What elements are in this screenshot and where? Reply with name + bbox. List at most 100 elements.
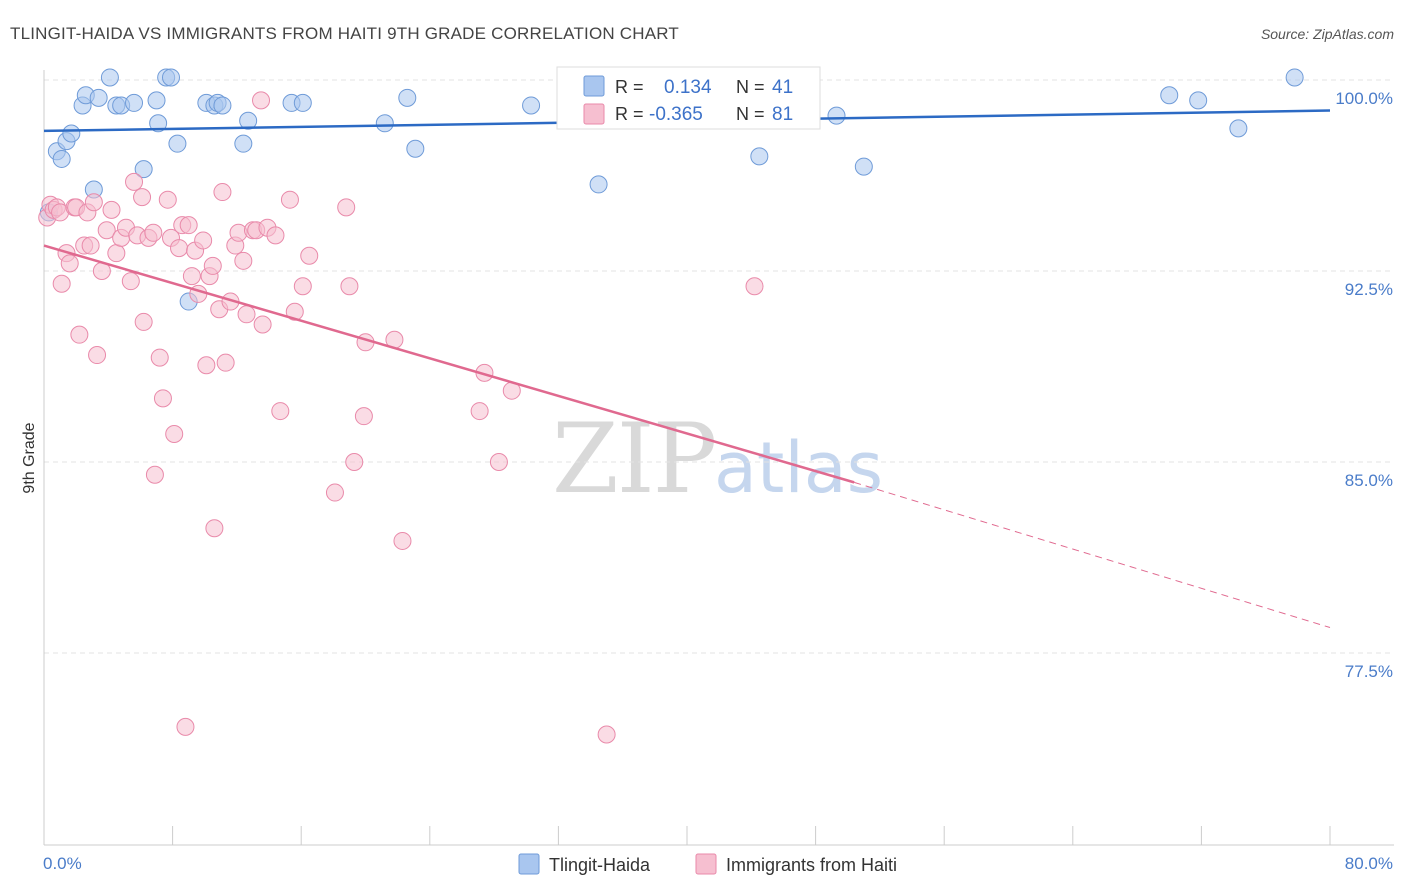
data-point [489, 453, 508, 471]
stats-legend-r-value-2: -0.365 [649, 104, 703, 125]
data-point [125, 93, 144, 112]
series-legend-label-tlingit: Tlingit-Haida [549, 855, 651, 875]
stats-legend-n-label-1: N = [736, 77, 765, 97]
data-point [393, 531, 412, 550]
data-point [60, 254, 79, 273]
data-point [182, 267, 201, 286]
data-point [375, 114, 394, 133]
data-point [149, 114, 168, 133]
data-point [158, 190, 177, 209]
data-point [280, 190, 299, 209]
data-point [252, 91, 271, 110]
data-point [144, 223, 163, 242]
points-layer [38, 68, 1304, 744]
data-point [97, 221, 116, 240]
series-legend-swatch-haiti [695, 853, 717, 875]
y-tick-label: 100.0% [1335, 89, 1393, 108]
data-point [84, 193, 103, 212]
x-tick-label-max: 80.0% [1345, 854, 1393, 873]
data-point [134, 312, 153, 331]
data-point [1160, 86, 1179, 105]
watermark-atlas: atlas [714, 427, 883, 509]
data-point [153, 389, 172, 408]
data-point [205, 519, 224, 538]
data-point [179, 216, 198, 235]
series-legend-swatch-tlingit [518, 853, 540, 875]
data-point [239, 111, 258, 130]
data-point [102, 200, 121, 219]
chart-source: Source: ZipAtlas.com [1261, 26, 1394, 42]
series-legend-label-haiti: Immigrants from Haiti [726, 855, 897, 875]
watermark: ZIP atlas [552, 403, 883, 515]
data-point [150, 348, 169, 367]
data-point [234, 134, 253, 153]
data-point [345, 453, 364, 471]
data-point [147, 91, 166, 110]
data-point [89, 88, 108, 107]
y-tick-label: 85.0% [1345, 471, 1393, 490]
y-tick-label: 77.5% [1345, 662, 1393, 681]
data-point [194, 231, 213, 250]
data-point [133, 188, 152, 207]
stats-legend-r-label-2: R = [615, 104, 644, 124]
stats-legend: R = 0.134 N = 41 R = -0.365 N = 81 [556, 66, 821, 130]
data-point [234, 251, 253, 270]
stats-legend-n-value-2: 81 [772, 104, 793, 125]
data-point [213, 183, 232, 202]
data-point [293, 277, 312, 296]
stats-legend-r-label-1: R = [615, 77, 644, 97]
data-point [161, 68, 180, 87]
data-point [203, 256, 222, 275]
data-point [165, 424, 184, 443]
grid-layer [44, 79, 1394, 654]
data-point [52, 274, 71, 293]
data-point [750, 147, 769, 166]
data-point [854, 157, 873, 176]
data-point [125, 172, 144, 191]
data-point [197, 356, 216, 375]
y-tick-label: 92.5% [1345, 280, 1393, 299]
data-point [470, 402, 489, 421]
data-point [1189, 91, 1208, 110]
data-point [745, 277, 764, 296]
trend-line-1 [43, 244, 855, 484]
data-point [213, 96, 232, 115]
data-point [121, 272, 140, 291]
data-point [266, 226, 285, 245]
data-point [589, 175, 608, 194]
data-point [170, 239, 189, 258]
trend-layer [43, 109, 1331, 629]
data-point [237, 305, 256, 324]
stats-legend-n-value-1: 41 [772, 77, 793, 98]
x-tick-layer [43, 826, 1331, 845]
data-point [81, 236, 100, 255]
stats-legend-swatch-haiti [583, 103, 605, 125]
data-point [176, 717, 195, 736]
data-point [62, 124, 81, 143]
stats-legend-swatch-tlingit [583, 75, 605, 97]
data-point [168, 134, 187, 153]
stats-legend-n-label-2: N = [736, 104, 765, 124]
data-point [134, 160, 153, 179]
trend-line-dashed-1 [854, 481, 1331, 629]
stats-legend-r-value-1: 0.134 [664, 77, 712, 98]
data-point [1229, 119, 1248, 138]
data-point [293, 93, 312, 112]
data-point [216, 353, 235, 372]
data-point [271, 402, 290, 421]
data-point [100, 68, 119, 87]
data-point [1285, 68, 1304, 87]
series-legend: Tlingit-Haida Immigrants from Haiti [518, 853, 897, 875]
data-point [827, 106, 846, 125]
series-points-1 [38, 71, 764, 744]
data-point [253, 315, 272, 334]
data-point [145, 465, 164, 484]
y-tick-layer: 100.0% 92.5% 85.0% 77.5% [1335, 89, 1393, 681]
data-point [354, 407, 373, 426]
data-point [70, 325, 89, 344]
data-point [597, 725, 616, 744]
data-point [285, 302, 304, 321]
x-tick-label-min: 0.0% [43, 854, 82, 873]
y-axis-title: 9th Grade [21, 422, 38, 493]
